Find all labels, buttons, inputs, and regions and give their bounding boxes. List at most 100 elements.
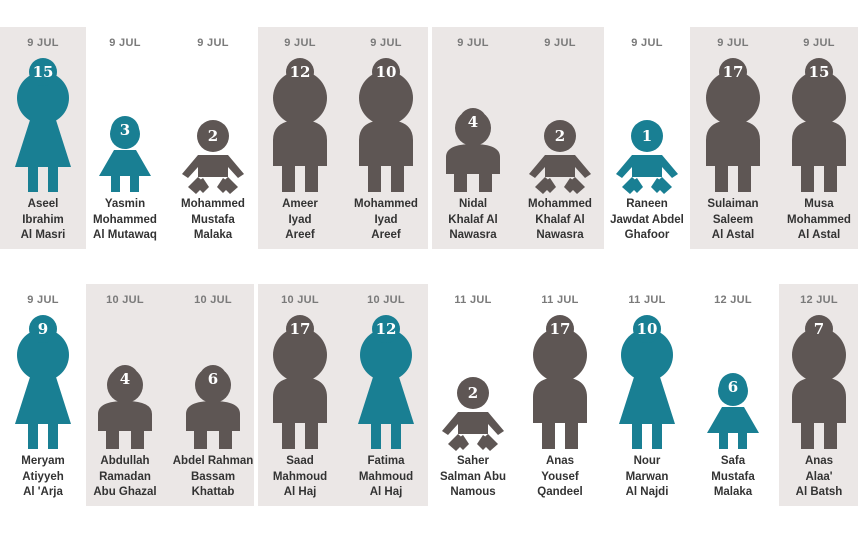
name-line: Al Masri — [20, 229, 66, 241]
figure-shape — [359, 71, 413, 192]
name-line: Ghafoor — [624, 229, 670, 241]
name-line: Bassam — [190, 470, 236, 483]
figure-shape — [15, 329, 71, 449]
name-line: Qandeel — [537, 486, 583, 498]
name-line: Atiyyeh — [22, 470, 64, 483]
victim-card: 9 JUL 17 Sulaiman Saleem Al Astal — [690, 32, 776, 244]
victim-name: Nidal Khalaf Al Nawasra — [430, 197, 516, 244]
name-line: Ameer — [282, 198, 318, 210]
boy-icon: 6 — [170, 289, 256, 451]
name-line: Mohammed — [528, 198, 592, 210]
name-line: Abu Ghazal — [93, 486, 157, 498]
name-line: Al Najdi — [625, 486, 669, 498]
victim-name: Meryam Atiyyeh Al 'Arja — [0, 454, 86, 501]
girl-icon: 3 — [82, 32, 168, 194]
name-line: Mahmoud — [358, 470, 414, 483]
baby-icon: 1 — [604, 32, 690, 194]
victim-name: Saher Salman Abu Namous — [430, 454, 516, 501]
date-label: 11 JUL — [628, 294, 666, 306]
victim-card: 10 JUL 12 Fatima Mahmoud Al Haj — [343, 289, 429, 501]
age-badge — [633, 315, 661, 343]
man-icon: 17 — [690, 32, 776, 194]
woman-icon: 10 — [604, 289, 690, 451]
figure-shape — [273, 328, 327, 449]
name-line: Mohammed — [93, 213, 157, 226]
victim-card: 9 JUL 15 Musa Mohammed Al Astal — [776, 32, 858, 244]
victim-name: Mohammed Mustafa Malaka — [170, 197, 256, 244]
name-line: Saad — [286, 455, 314, 467]
date-label: 12 JUL — [714, 294, 752, 306]
name-line: Meryam — [21, 455, 65, 467]
victim-card: 12 JUL 6 Safa Mustafa Malaka — [690, 289, 776, 501]
baby-icon: 2 — [430, 289, 516, 451]
name-line: Anas — [545, 455, 575, 467]
date-label: 9 JUL — [284, 37, 316, 49]
age-value: 9 — [38, 320, 48, 338]
age-value: 7 — [814, 320, 824, 338]
age-badge — [286, 58, 314, 86]
name-line: Al Mutawaq — [93, 229, 157, 241]
name-line: Al Batsh — [795, 486, 843, 498]
date-label: 10 JUL — [194, 294, 232, 306]
age-badge — [805, 58, 833, 86]
victim-card: 9 JUL 15 Aseel Ibrahim Al Masri — [0, 32, 86, 244]
name-line: Salman Abu — [439, 470, 507, 483]
victim-card: 9 JUL 10 Mohammed Iyad Areef — [343, 32, 429, 244]
name-line: Raneen — [626, 198, 668, 210]
age-badge — [29, 58, 57, 86]
age-badge — [111, 116, 139, 144]
name-line: Mahmoud — [272, 470, 328, 483]
name-line: Sulaiman — [707, 198, 759, 210]
victim-name: Sulaiman Saleem Al Astal — [690, 197, 776, 244]
age-badge — [546, 315, 574, 343]
date-label: 9 JUL — [457, 37, 489, 49]
age-value: 3 — [120, 121, 130, 139]
woman-icon: 9 — [0, 289, 86, 451]
man-icon: 17 — [517, 289, 603, 451]
name-line: Abdel Rahman — [172, 455, 254, 467]
name-line: Yousef — [541, 470, 579, 483]
victim-name: Fatima Mahmoud Al Haj — [343, 454, 429, 501]
date-label: 10 JUL — [106, 294, 144, 306]
name-line: Ramadan — [99, 470, 151, 483]
victim-name: Anas Yousef Qandeel — [517, 454, 603, 501]
name-line: Mohammed — [181, 198, 245, 210]
date-label: 11 JUL — [541, 294, 579, 306]
boy-icon: 4 — [430, 32, 516, 194]
age-value: 6 — [728, 378, 738, 396]
victim-name: Abdullah Ramadan Abu Ghazal — [82, 454, 168, 501]
victim-card: 9 JUL 3 Yasmin Mohammed Al Mutawaq — [82, 32, 168, 244]
name-line: Ibrahim — [22, 213, 64, 226]
victim-card: 9 JUL 4 Nidal Khalaf Al Nawasra — [430, 32, 516, 244]
age-value: 12 — [290, 63, 311, 81]
name-line: Malaka — [713, 486, 753, 498]
victim-card: 9 JUL 2 Mohammed Khalaf Al Nawasra — [517, 32, 603, 244]
victim-card: 10 JUL 17 Saad Mahmoud Al Haj — [257, 289, 343, 501]
man-icon: 10 — [343, 32, 429, 194]
victim-card: 10 JUL 4 Abdullah Ramadan Abu Ghazal — [82, 289, 168, 501]
age-badge — [633, 122, 661, 150]
victim-card: 12 JUL 7 Anas Alaa' Al Batsh — [776, 289, 858, 501]
age-badge — [372, 315, 400, 343]
age-value: 15 — [33, 63, 54, 81]
name-line: Khalaf Al — [535, 213, 585, 226]
boy-icon: 4 — [82, 289, 168, 451]
baby-icon: 2 — [517, 32, 603, 194]
baby-icon: 2 — [170, 32, 256, 194]
victim-name: Yasmin Mohammed Al Mutawaq — [82, 197, 168, 244]
age-badge — [286, 315, 314, 343]
victim-card: 9 JUL 9 Meryam Atiyyeh Al 'Arja — [0, 289, 86, 501]
age-value: 12 — [376, 320, 397, 338]
name-line: Areef — [285, 229, 315, 241]
age-badge — [372, 58, 400, 86]
age-value: 6 — [208, 370, 218, 388]
victim-card: 9 JUL 1 Raneen Jawdat Abdel Ghafoor — [604, 32, 690, 244]
victim-name: Abdel Rahman Bassam Khattab — [170, 454, 256, 501]
figure-shape — [358, 329, 414, 449]
figure-shape — [792, 328, 846, 449]
age-badge — [459, 379, 487, 407]
name-line: Saher — [457, 455, 489, 467]
age-value: 2 — [468, 384, 478, 402]
figure-shape — [533, 328, 587, 449]
age-value: 10 — [637, 320, 658, 338]
